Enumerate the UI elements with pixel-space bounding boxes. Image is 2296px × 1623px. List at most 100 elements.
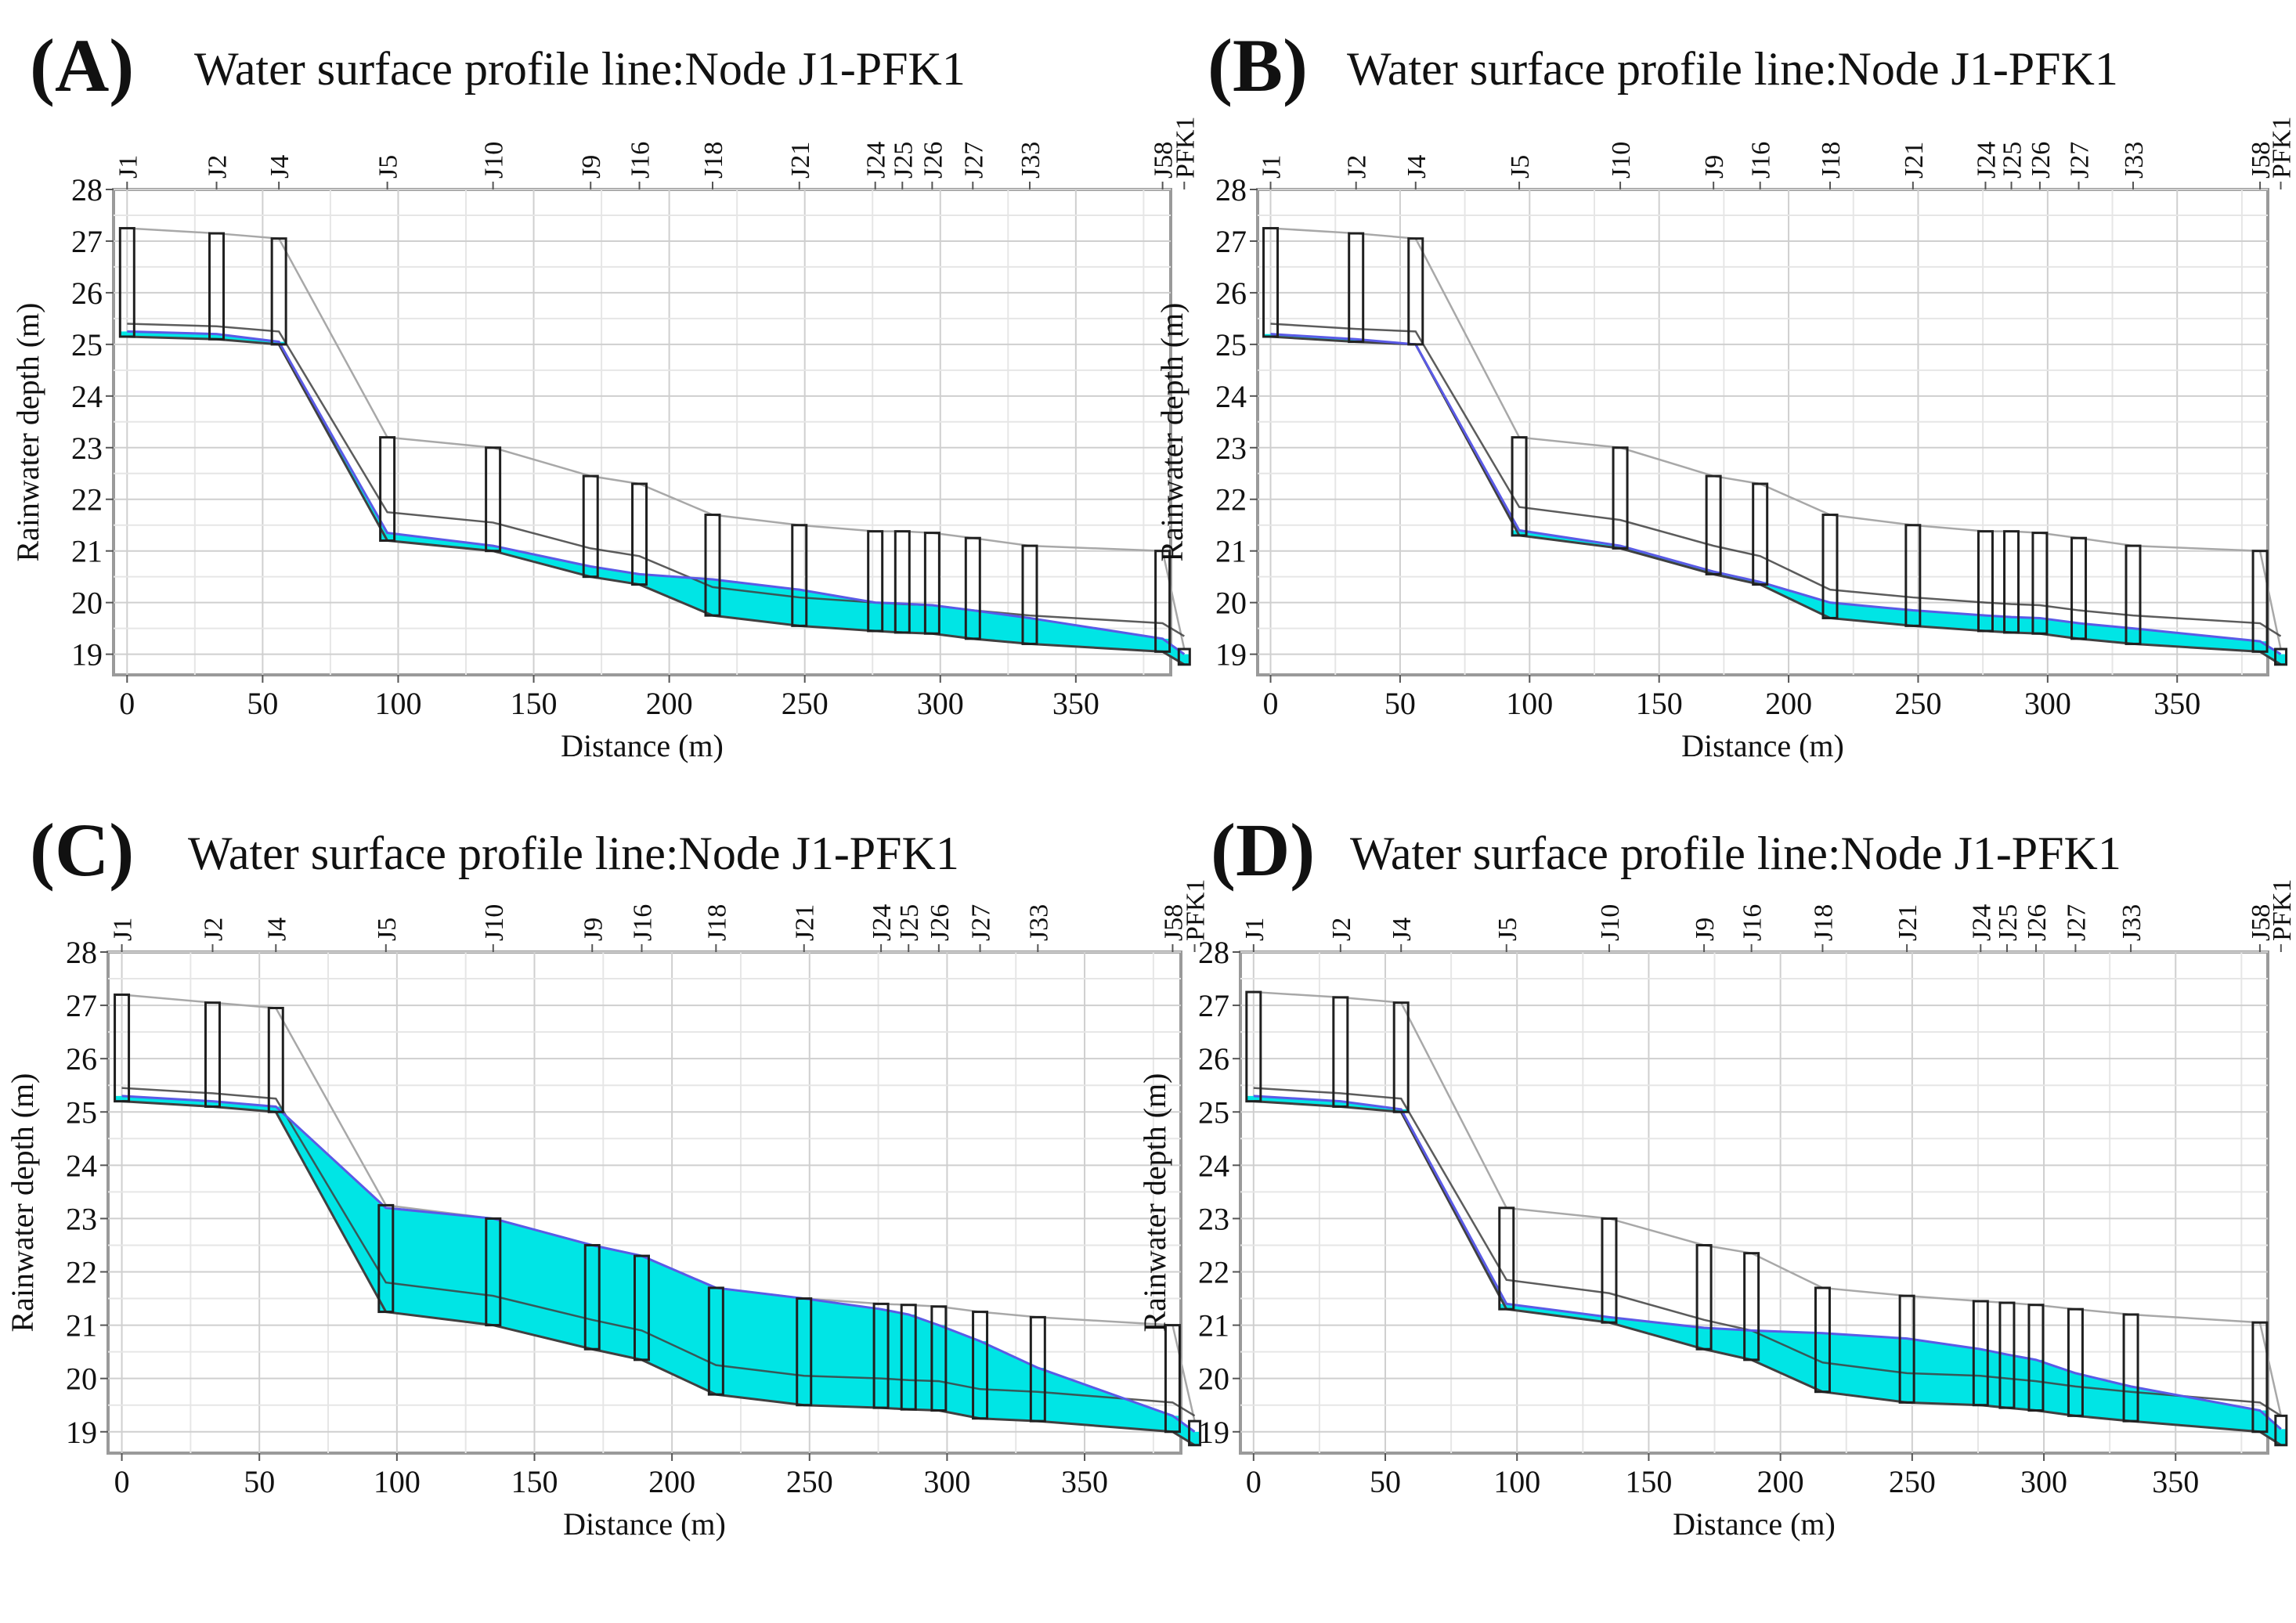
node-manhole bbox=[1154, 550, 1171, 653]
x-tick-label: 350 bbox=[1052, 686, 1099, 721]
y-tick-label: 22 bbox=[71, 482, 103, 518]
node-manhole bbox=[2003, 530, 2020, 634]
node-label: J16 bbox=[1738, 904, 1767, 941]
node-water-fill bbox=[1189, 1431, 1200, 1445]
node-label: J16 bbox=[1747, 142, 1776, 179]
node-label: J10 bbox=[1607, 142, 1636, 179]
x-tick-label: 0 bbox=[119, 686, 135, 721]
node-label: J27 bbox=[2066, 142, 2095, 179]
node-label: J1 bbox=[1240, 918, 1269, 941]
node-water-fill bbox=[931, 1325, 946, 1411]
node-label: J2 bbox=[1327, 918, 1356, 941]
node-manhole bbox=[1695, 1243, 1713, 1351]
node-water-fill bbox=[486, 546, 500, 551]
node-manhole bbox=[1332, 996, 1349, 1108]
node-manhole bbox=[1511, 436, 1528, 537]
y-tick-label: 23 bbox=[1215, 431, 1247, 466]
node-water-fill bbox=[901, 1314, 916, 1410]
node-water-fill bbox=[2126, 628, 2140, 644]
x-tick-label: 250 bbox=[786, 1464, 833, 1499]
x-tick-label: 100 bbox=[374, 686, 421, 721]
y-tick-label: 28 bbox=[66, 935, 97, 970]
node-label: J25 bbox=[1998, 142, 2027, 179]
ground-line bbox=[127, 227, 1186, 650]
node-manhole bbox=[893, 530, 911, 634]
node-water-fill bbox=[2028, 1359, 2043, 1411]
node-manhole bbox=[1029, 1315, 1046, 1423]
node-label: PFK1 bbox=[2268, 117, 2296, 179]
plot-area bbox=[112, 188, 1172, 676]
node-label: J9 bbox=[1700, 155, 1729, 179]
node-water-fill bbox=[1333, 1101, 1348, 1107]
x-tick-label: 350 bbox=[1061, 1464, 1108, 1499]
node-manhole bbox=[270, 237, 287, 346]
node-label: J18 bbox=[1809, 904, 1838, 941]
node-water-fill bbox=[114, 1095, 129, 1102]
x-tick-label: 50 bbox=[244, 1464, 275, 1499]
node-manhole bbox=[704, 514, 721, 617]
panel-b: (B) Water surface profile line:Node J1-P… bbox=[1148, 0, 2296, 811]
node-water-fill bbox=[1905, 610, 1920, 626]
x-axis-title: Distance (m) bbox=[1673, 1506, 1836, 1542]
y-axis-title: Rainwater depth (m) bbox=[1154, 303, 1190, 562]
plot-area bbox=[1239, 950, 2269, 1455]
node-label: J21 bbox=[791, 904, 820, 941]
node-label: J16 bbox=[628, 904, 657, 941]
y-tick-label: 21 bbox=[66, 1308, 97, 1343]
node-label: J5 bbox=[374, 155, 403, 179]
node-manhole bbox=[2122, 1313, 2139, 1423]
panel-title: Water surface profile line:Node J1-PFK1 bbox=[194, 43, 966, 95]
node-label: J18 bbox=[1817, 142, 1846, 179]
x-tick-label: 250 bbox=[1889, 1464, 1936, 1499]
node-water-fill bbox=[634, 1256, 649, 1360]
y-tick-label: 26 bbox=[66, 1041, 97, 1077]
node-label: J4 bbox=[265, 155, 294, 179]
node-water-fill bbox=[1512, 530, 1527, 536]
x-tick-label: 350 bbox=[2153, 686, 2200, 721]
node-manhole bbox=[1245, 990, 1262, 1103]
node-manhole bbox=[379, 436, 396, 543]
node-label: J18 bbox=[699, 142, 728, 179]
y-tick-label: 19 bbox=[71, 637, 103, 673]
x-tick-label: 100 bbox=[1493, 1464, 1540, 1499]
node-manhole bbox=[582, 474, 599, 579]
node-water-fill bbox=[632, 574, 647, 585]
y-tick-label: 24 bbox=[1198, 1148, 1229, 1183]
node-water-fill bbox=[486, 1218, 500, 1325]
y-tick-label: 24 bbox=[1215, 379, 1247, 414]
node-manhole bbox=[2251, 1321, 2269, 1434]
y-tick-label: 22 bbox=[66, 1255, 97, 1290]
node-label: J1 bbox=[114, 155, 143, 179]
node-label: J5 bbox=[1493, 918, 1522, 941]
node-label: PFK1 bbox=[1182, 879, 1211, 941]
plot-area bbox=[1256, 188, 2269, 676]
node-water-fill bbox=[1601, 1317, 1616, 1323]
node-label: J26 bbox=[919, 142, 948, 179]
node-water-fill bbox=[1031, 1368, 1045, 1422]
node-manhole bbox=[2251, 550, 2269, 653]
y-tick-label: 20 bbox=[1198, 1362, 1229, 1397]
x-axis-title: Distance (m) bbox=[563, 1506, 726, 1542]
node-water-fill bbox=[2071, 623, 2086, 639]
node-water-fill bbox=[709, 1287, 724, 1395]
node-water-fill bbox=[2124, 1386, 2139, 1422]
x-tick-label: 150 bbox=[1625, 1464, 1672, 1499]
node-label: J9 bbox=[1691, 918, 1720, 941]
x-tick-label: 200 bbox=[1765, 686, 1812, 721]
x-tick-label: 300 bbox=[2024, 686, 2071, 721]
y-tick-label: 19 bbox=[1198, 1415, 1229, 1450]
y-axis-title: Rainwater depth (m) bbox=[1137, 1073, 1172, 1333]
node-manhole bbox=[1407, 237, 1424, 346]
node-manhole bbox=[1752, 482, 1769, 586]
pipe-invert-line bbox=[127, 335, 1186, 666]
node-water-fill bbox=[792, 590, 807, 626]
panel-letter: (D) bbox=[1211, 808, 1316, 892]
node-manhole bbox=[1348, 232, 1365, 344]
node-manhole bbox=[1262, 226, 1280, 338]
node-manhole bbox=[796, 1297, 813, 1407]
x-tick-label: 300 bbox=[917, 686, 964, 721]
x-tick-label: 250 bbox=[782, 686, 829, 721]
x-tick-label: 50 bbox=[1370, 1464, 1401, 1499]
node-manhole bbox=[872, 1302, 890, 1409]
y-tick-label: 27 bbox=[71, 224, 103, 259]
